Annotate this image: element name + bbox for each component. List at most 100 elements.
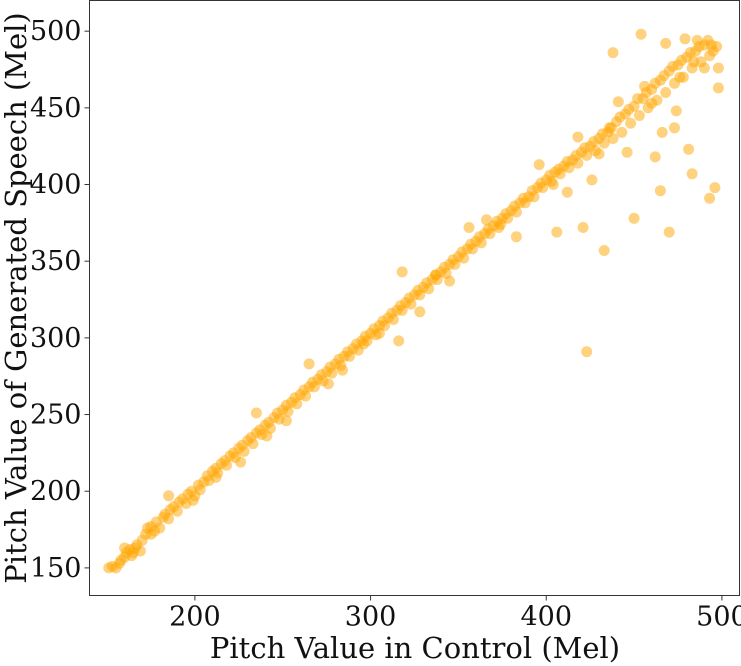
data-point xyxy=(616,126,628,138)
data-point xyxy=(572,157,584,169)
data-point xyxy=(250,407,262,419)
data-point xyxy=(663,226,675,238)
data-point xyxy=(704,192,716,204)
data-point xyxy=(688,56,700,68)
data-point xyxy=(414,306,426,318)
data-point xyxy=(625,117,637,129)
data-point xyxy=(607,47,619,59)
data-point xyxy=(396,266,408,278)
data-point xyxy=(561,186,573,198)
data-point xyxy=(291,398,303,410)
data-point xyxy=(635,28,647,40)
y-tick-label: 200 xyxy=(30,476,82,507)
data-points xyxy=(103,28,724,574)
data-point xyxy=(475,237,487,249)
data-point xyxy=(280,415,292,427)
data-point xyxy=(405,298,417,310)
data-point xyxy=(300,390,312,402)
data-point xyxy=(660,37,672,49)
data-point xyxy=(528,191,540,203)
data-point xyxy=(572,131,584,143)
y-axis-label: Pitch Value of Generated Speech (Mel) xyxy=(0,12,33,583)
data-point xyxy=(127,547,139,559)
x-tick-label: 300 xyxy=(345,602,397,633)
data-point xyxy=(698,62,710,74)
x-tick-label: 400 xyxy=(520,602,572,633)
y-tick-label: 450 xyxy=(30,93,82,124)
x-tick-label: 200 xyxy=(169,602,221,633)
data-point xyxy=(235,456,247,468)
data-point xyxy=(387,314,399,325)
data-point xyxy=(163,490,175,502)
data-point xyxy=(628,212,640,224)
data-point xyxy=(495,218,507,230)
data-point xyxy=(679,33,691,45)
data-point xyxy=(691,34,703,46)
data-point xyxy=(674,71,686,83)
data-point xyxy=(163,513,175,525)
data-point xyxy=(547,179,559,190)
data-point xyxy=(649,151,661,163)
data-point xyxy=(510,206,522,218)
data-point xyxy=(322,378,334,390)
x-axis-ticks: 200 300 400 500 xyxy=(169,595,741,633)
data-point xyxy=(654,185,666,197)
data-point xyxy=(683,143,695,155)
data-point xyxy=(607,133,619,144)
data-point xyxy=(247,438,259,450)
data-point xyxy=(686,168,698,180)
data-point xyxy=(238,445,250,457)
y-tick-label: 250 xyxy=(30,400,82,431)
data-point xyxy=(712,82,724,94)
data-point xyxy=(577,222,589,233)
data-point xyxy=(119,542,131,554)
data-point xyxy=(210,471,222,483)
data-point xyxy=(187,494,199,506)
y-tick-label: 300 xyxy=(30,323,82,354)
data-point xyxy=(598,137,610,149)
data-point xyxy=(581,149,593,161)
x-tick-label: 500 xyxy=(696,602,741,633)
data-point xyxy=(303,358,315,370)
data-point xyxy=(551,226,563,238)
plot-frame xyxy=(89,0,740,596)
data-point xyxy=(337,364,348,376)
x-axis-label: Pitch Value in Control (Mel) xyxy=(210,631,620,665)
data-point xyxy=(581,346,593,358)
data-point xyxy=(709,182,721,194)
data-point xyxy=(282,406,294,417)
data-point xyxy=(430,269,442,281)
data-point xyxy=(358,338,370,350)
data-point xyxy=(604,122,615,134)
data-point xyxy=(458,252,470,264)
data-point xyxy=(221,459,232,471)
y-axis-ticks: 150 200 250 300 350 400 450 500 xyxy=(30,16,90,584)
y-tick-label: 350 xyxy=(30,246,82,277)
data-point xyxy=(145,528,157,540)
data-point xyxy=(444,275,456,287)
data-point xyxy=(670,105,682,117)
y-tick-label: 400 xyxy=(30,170,82,201)
data-point xyxy=(669,122,680,134)
data-point xyxy=(612,96,624,108)
data-point xyxy=(656,126,668,138)
y-tick-label: 150 xyxy=(30,553,82,584)
data-point xyxy=(533,159,545,171)
y-tick-label: 500 xyxy=(30,16,82,47)
data-point xyxy=(171,505,183,517)
data-point xyxy=(586,174,598,186)
data-point xyxy=(646,97,658,109)
data-point xyxy=(593,148,605,160)
data-point xyxy=(598,245,610,256)
data-point xyxy=(621,146,633,158)
data-point xyxy=(639,80,651,92)
data-point xyxy=(326,367,338,379)
data-point xyxy=(154,522,166,534)
data-point xyxy=(633,110,645,121)
data-point xyxy=(373,327,385,339)
data-point xyxy=(261,430,273,442)
data-point xyxy=(510,231,522,243)
data-point xyxy=(705,39,717,51)
data-point xyxy=(481,214,492,226)
